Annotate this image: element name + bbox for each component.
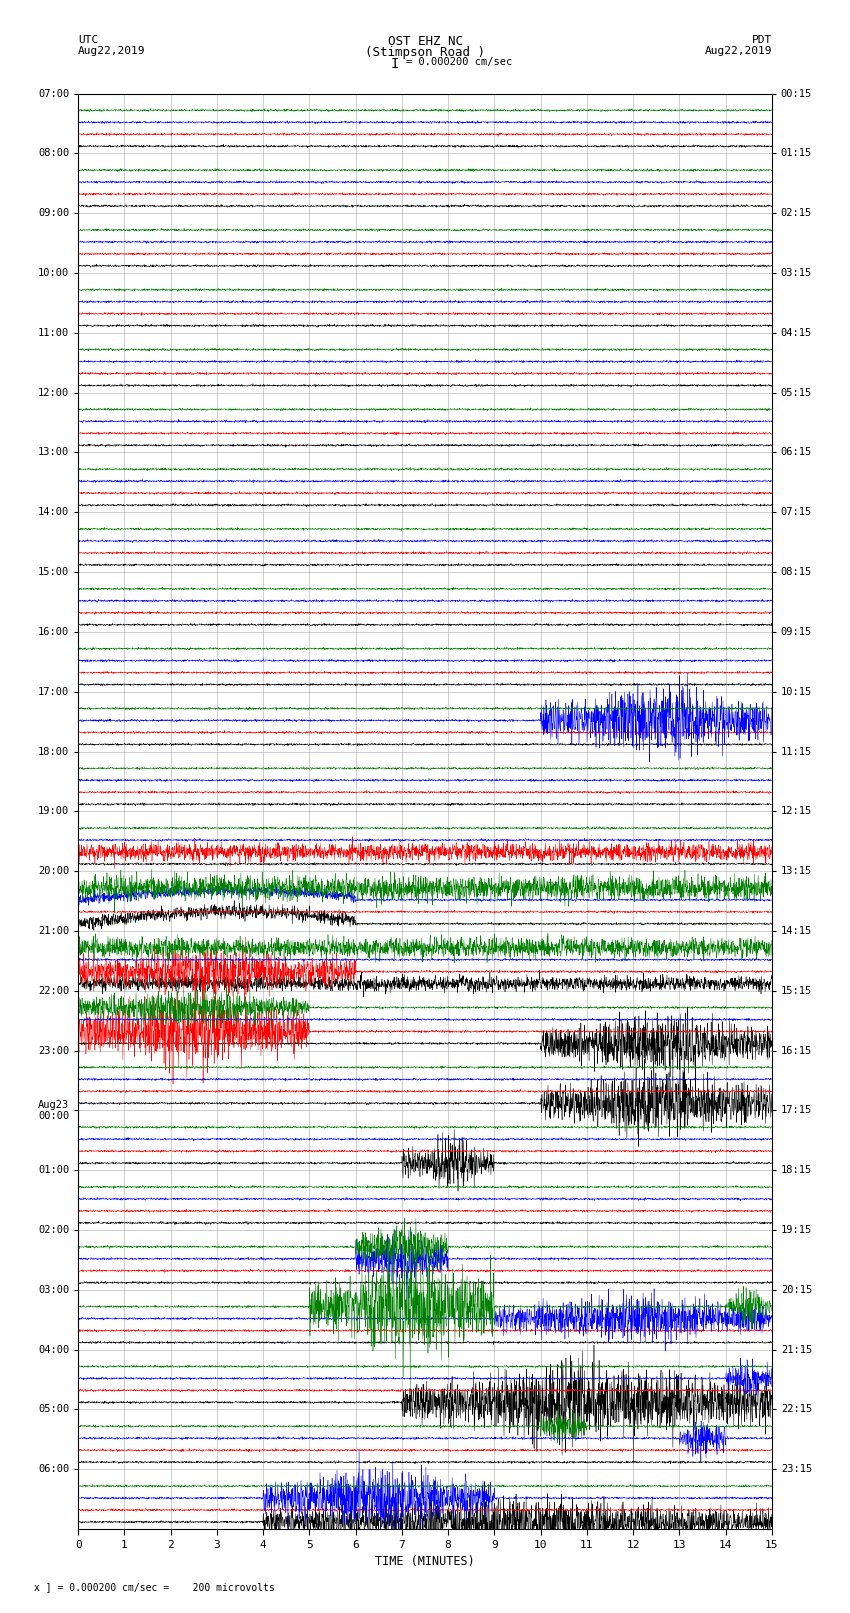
Text: I: I [391, 56, 399, 71]
Text: Aug22,2019: Aug22,2019 [705, 45, 772, 56]
Text: = 0.000200 cm/sec: = 0.000200 cm/sec [406, 58, 513, 68]
Text: Aug22,2019: Aug22,2019 [78, 45, 145, 56]
Text: x ] = 0.000200 cm/sec =    200 microvolts: x ] = 0.000200 cm/sec = 200 microvolts [34, 1582, 275, 1592]
Text: OST EHZ NC: OST EHZ NC [388, 35, 462, 48]
Text: (Stimpson Road ): (Stimpson Road ) [365, 45, 485, 60]
Text: PDT: PDT [751, 35, 772, 45]
Text: UTC: UTC [78, 35, 99, 45]
X-axis label: TIME (MINUTES): TIME (MINUTES) [375, 1555, 475, 1568]
